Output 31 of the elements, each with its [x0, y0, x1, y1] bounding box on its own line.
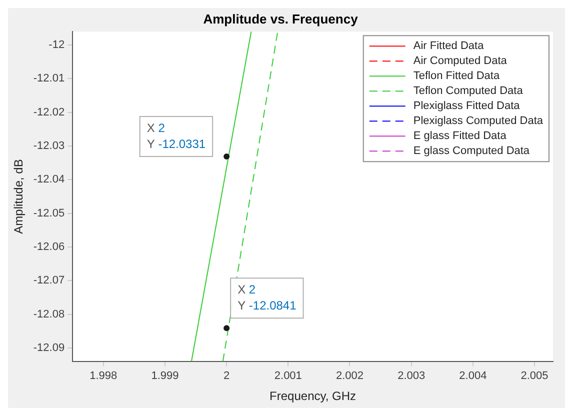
y-axis-title: Amplitude, dB: [12, 159, 26, 234]
annotation: X 2 Y -12.0331: [146, 120, 206, 151]
x-tick-label: 2.001: [274, 370, 302, 382]
x-tick-label: 2.002: [336, 370, 364, 382]
x-tick-label: 1.998: [90, 370, 118, 382]
y-tick-label: -12.08: [33, 308, 65, 320]
y-tick-label: -12.09: [33, 342, 65, 354]
legend-label: Air Computed Data: [413, 55, 508, 68]
y-tick-label: -12.01: [33, 72, 65, 85]
y-tick-label: -12.03: [33, 140, 65, 152]
legend-label: Air Fitted Data: [413, 40, 485, 52]
x-tick-label: 2: [224, 370, 230, 382]
y-tick-label: -12.04: [33, 174, 65, 186]
x-tick-label: 2.005: [520, 370, 548, 382]
legend-label: Teflon Fitted Data: [413, 70, 500, 82]
y-tick-label: -12.05: [33, 207, 65, 220]
y-tick-label: -12.06: [33, 241, 65, 254]
y-tick-label: -12: [48, 39, 65, 52]
x-tick-label: 2.004: [459, 370, 487, 382]
legend-label: Plexiglass Fitted Data: [413, 100, 521, 112]
x-axis-title: Frequency, GHz: [270, 389, 356, 404]
x-tick-label: 2.003: [398, 370, 426, 382]
y-tick-label: -12.02: [33, 106, 65, 118]
chart-title: Amplitude vs. Frequency: [203, 11, 359, 26]
legend-label: E glass Computed Data: [413, 145, 530, 158]
legend-label: Teflon Computed Data: [413, 85, 524, 98]
legend-label: E glass Fitted Data: [413, 130, 508, 142]
legend-label: Plexiglass Computed Data: [413, 115, 544, 128]
y-tick-label: -12.07: [33, 274, 65, 287]
x-tick-label: 1.999: [151, 370, 179, 382]
annotation: X 2 Y -12.0841: [238, 282, 297, 312]
